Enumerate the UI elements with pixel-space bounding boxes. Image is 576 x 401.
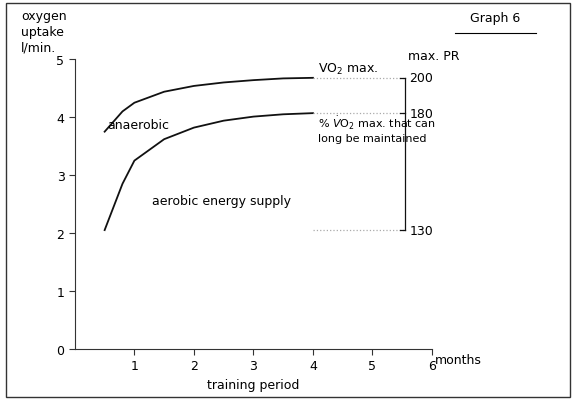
- Text: months: months: [435, 353, 482, 366]
- X-axis label: training period: training period: [207, 378, 300, 391]
- Text: Graph 6: Graph 6: [470, 12, 521, 25]
- Text: 200: 200: [410, 72, 433, 85]
- Text: anaerobic: anaerobic: [108, 118, 169, 131]
- Text: 130: 130: [410, 224, 433, 237]
- Text: oxygen
uptake
l/min.: oxygen uptake l/min.: [21, 10, 67, 55]
- Text: 180: 180: [410, 107, 433, 120]
- Text: VO$_2$ max.: VO$_2$ max.: [318, 62, 378, 77]
- Text: % $\dot{V}$O$_2$ max. that can
long be maintained: % $\dot{V}$O$_2$ max. that can long be m…: [318, 115, 435, 144]
- Text: max. PR: max. PR: [408, 49, 460, 63]
- Text: aerobic energy supply: aerobic energy supply: [152, 194, 291, 207]
